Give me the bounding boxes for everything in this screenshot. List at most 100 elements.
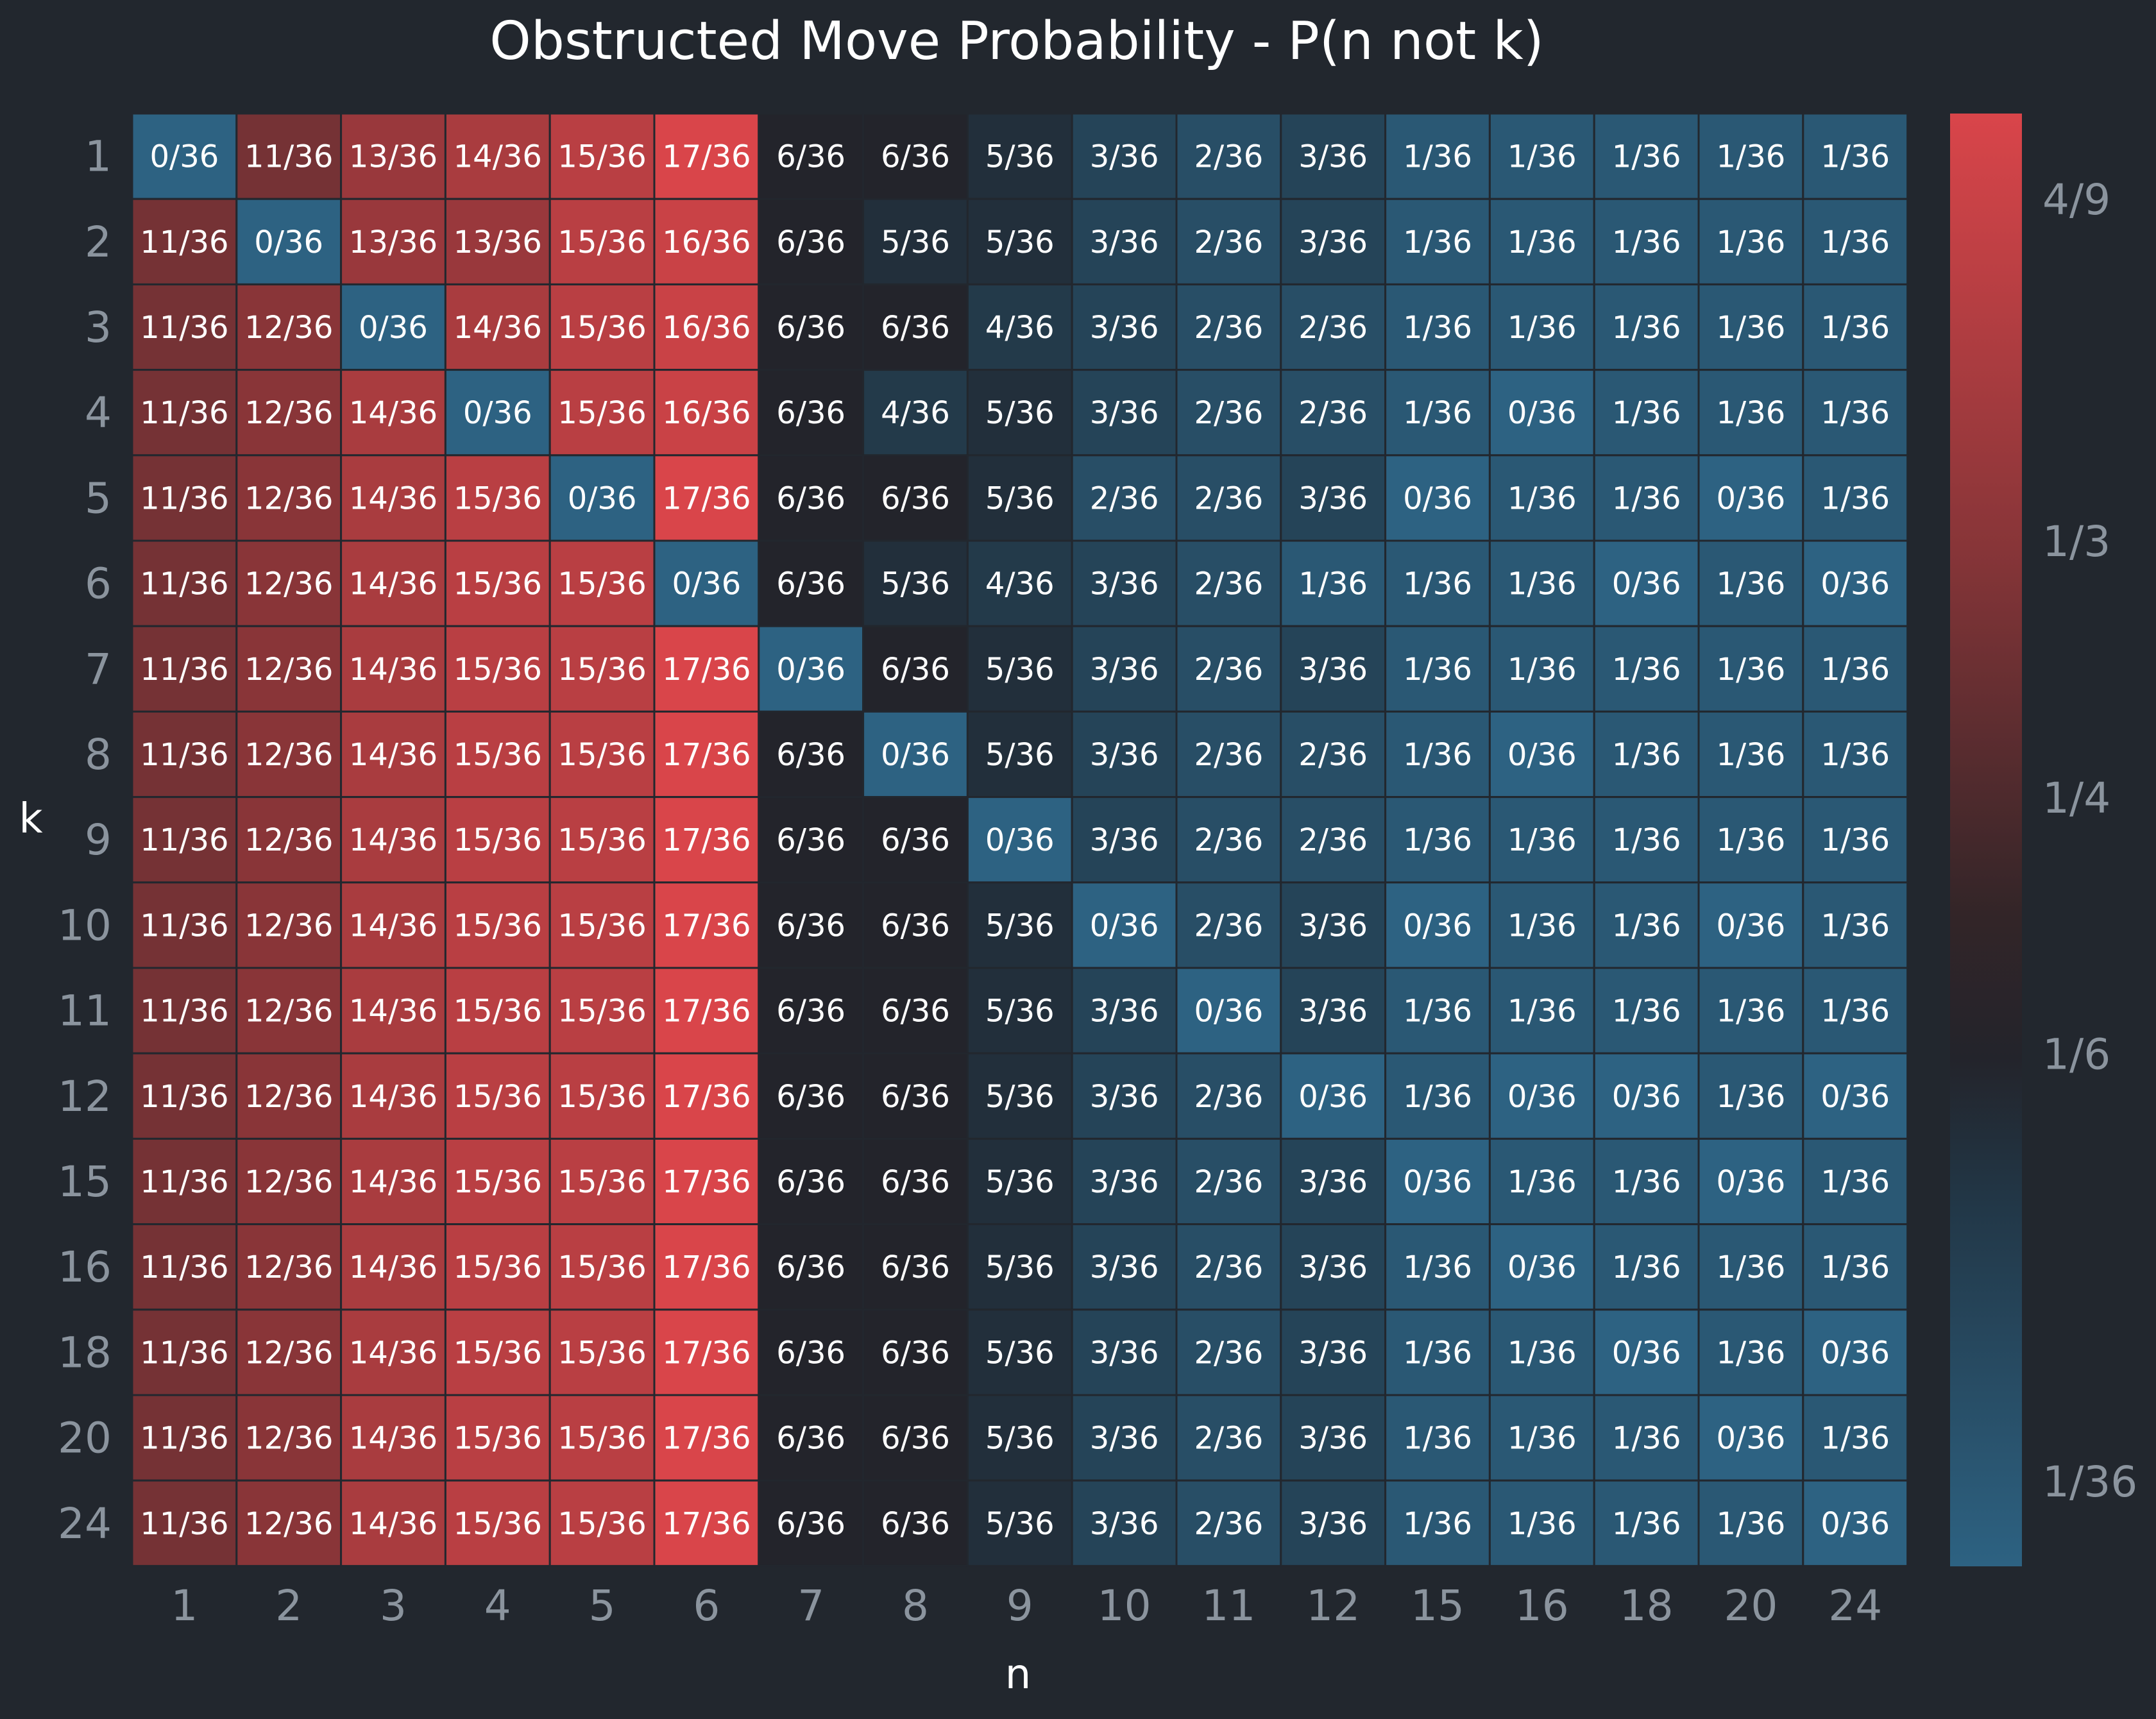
cell-value-label: 6/36 bbox=[776, 224, 845, 260]
heatmap-cell bbox=[862, 454, 969, 542]
heatmap-cell bbox=[548, 625, 656, 713]
heatmap-cell bbox=[235, 1137, 343, 1226]
cell-value-label: 3/36 bbox=[1090, 395, 1159, 431]
heatmap-cell bbox=[1488, 1223, 1595, 1311]
heatmap-cell bbox=[653, 198, 760, 285]
cell-value-label: 1/36 bbox=[1612, 737, 1681, 773]
y-tick-label: 6 bbox=[85, 559, 112, 609]
heatmap-cell bbox=[1175, 967, 1282, 1054]
cell-value-label: 0/36 bbox=[1507, 1079, 1577, 1115]
heatmap-cell bbox=[1593, 710, 1700, 799]
heatmap-cell bbox=[1802, 967, 1909, 1054]
cell-value-label: 11/36 bbox=[140, 1164, 228, 1200]
cell-value-label: 3/36 bbox=[1298, 1421, 1368, 1457]
cell-value-label: 2/36 bbox=[1194, 737, 1264, 773]
cell-value-label: 2/36 bbox=[1194, 908, 1264, 944]
heatmap-cell bbox=[1697, 283, 1804, 371]
heatmap-cell bbox=[548, 454, 656, 542]
cell-value-label: 17/36 bbox=[662, 1421, 751, 1457]
heatmap-cell bbox=[862, 369, 969, 457]
colorbar-tick-label: 4/9 bbox=[2042, 175, 2110, 224]
cell-value-label: 1/36 bbox=[1717, 224, 1786, 260]
heatmap-cell bbox=[966, 881, 1073, 969]
heatmap-cell bbox=[1071, 1137, 1178, 1226]
heatmap-cell bbox=[1802, 1308, 1909, 1396]
cell-value-label: 1/36 bbox=[1717, 1506, 1786, 1542]
heatmap-cell bbox=[1175, 625, 1282, 713]
cell-value-label: 17/36 bbox=[662, 908, 751, 944]
heatmap-cell bbox=[1802, 1223, 1909, 1311]
cell-value-label: 6/36 bbox=[776, 1249, 845, 1285]
cell-value-label: 2/36 bbox=[1194, 652, 1264, 688]
colorbar bbox=[1950, 114, 2022, 1566]
y-tick-label: 8 bbox=[85, 730, 112, 779]
cell-value-label: 0/36 bbox=[1507, 395, 1577, 431]
cell-value-label: 1/36 bbox=[1403, 1079, 1472, 1115]
y-tick-label: 1 bbox=[85, 132, 112, 182]
cell-value-label: 1/36 bbox=[1507, 139, 1577, 175]
cell-value-label: 15/36 bbox=[454, 1079, 542, 1115]
cell-value-label: 6/36 bbox=[776, 139, 845, 175]
cell-value-label: 6/36 bbox=[881, 310, 950, 346]
cell-value-label: 1/36 bbox=[1717, 822, 1786, 858]
heatmap-cell bbox=[1697, 796, 1804, 884]
cell-value-label: 0/36 bbox=[985, 822, 1055, 858]
cell-value-label: 0/36 bbox=[463, 395, 532, 431]
cell-value-label: 17/36 bbox=[662, 1506, 751, 1542]
cell-value-label: 2/36 bbox=[1194, 310, 1264, 346]
cell-value-label: 14/36 bbox=[349, 652, 437, 688]
cell-value-label: 2/36 bbox=[1194, 480, 1264, 516]
cell-value-label: 5/36 bbox=[985, 1249, 1055, 1285]
cell-value-label: 3/36 bbox=[1298, 994, 1368, 1029]
cell-value-label: 1/36 bbox=[1717, 1335, 1786, 1371]
heatmap-cell bbox=[444, 1394, 551, 1482]
heatmap-cell bbox=[966, 454, 1073, 542]
cell-value-label: 1/36 bbox=[1717, 139, 1786, 175]
cell-value-label: 2/36 bbox=[1194, 1079, 1264, 1115]
heatmap-cell bbox=[1593, 1052, 1700, 1140]
y-tick-label: 16 bbox=[58, 1242, 112, 1292]
cell-value-label: 15/36 bbox=[557, 310, 646, 346]
cell-value-label: 0/36 bbox=[1403, 1164, 1472, 1200]
cell-value-label: 15/36 bbox=[454, 566, 542, 602]
cell-value-label: 1/36 bbox=[1403, 139, 1472, 175]
cell-value-label: 6/36 bbox=[776, 1421, 845, 1457]
cell-value-label: 15/36 bbox=[557, 1249, 646, 1285]
y-axis-label: k bbox=[19, 795, 42, 843]
cell-value-label: 3/36 bbox=[1298, 1335, 1368, 1371]
cell-value-label: 12/36 bbox=[244, 1506, 333, 1542]
heatmap-cell bbox=[758, 454, 865, 542]
heatmap-cell bbox=[1593, 454, 1700, 542]
cell-value-label: 3/36 bbox=[1090, 1249, 1159, 1285]
cell-value-label: 15/36 bbox=[557, 395, 646, 431]
cell-value-label: 2/36 bbox=[1194, 566, 1264, 602]
cell-value-label: 6/36 bbox=[881, 480, 950, 516]
y-tick-label: 2 bbox=[85, 217, 112, 267]
cell-value-label: 5/36 bbox=[985, 1164, 1055, 1200]
cell-value-label: 15/36 bbox=[454, 480, 542, 516]
cell-value-label: 6/36 bbox=[776, 395, 845, 431]
cell-value-label: 2/36 bbox=[1194, 395, 1264, 431]
heatmap-cell bbox=[758, 1137, 865, 1226]
heatmap-cell bbox=[966, 1308, 1073, 1396]
heatmap-cell bbox=[340, 369, 446, 457]
heatmap-cell bbox=[548, 710, 656, 799]
cell-value-label: 2/36 bbox=[1298, 737, 1368, 773]
cell-value-label: 14/36 bbox=[349, 1421, 437, 1457]
heatmap-cell bbox=[235, 710, 343, 799]
heatmap-cell bbox=[1488, 112, 1595, 200]
cell-value-label: 1/36 bbox=[1507, 310, 1577, 346]
heatmap-cell bbox=[1071, 369, 1178, 457]
cell-value-label: 3/36 bbox=[1090, 224, 1159, 260]
heatmap-cell bbox=[235, 881, 343, 969]
cell-value-label: 15/36 bbox=[557, 1421, 646, 1457]
heatmap-cell bbox=[1280, 112, 1387, 200]
heatmap-cell bbox=[862, 625, 969, 713]
heatmap-cell bbox=[1384, 1137, 1491, 1226]
cell-value-label: 0/36 bbox=[881, 737, 950, 773]
heatmap-cell bbox=[758, 1052, 865, 1140]
cell-value-label: 6/36 bbox=[881, 908, 950, 944]
y-tick-label: 12 bbox=[58, 1072, 112, 1121]
cell-value-label: 1/36 bbox=[1612, 1249, 1681, 1285]
heatmap-cell bbox=[548, 369, 656, 457]
